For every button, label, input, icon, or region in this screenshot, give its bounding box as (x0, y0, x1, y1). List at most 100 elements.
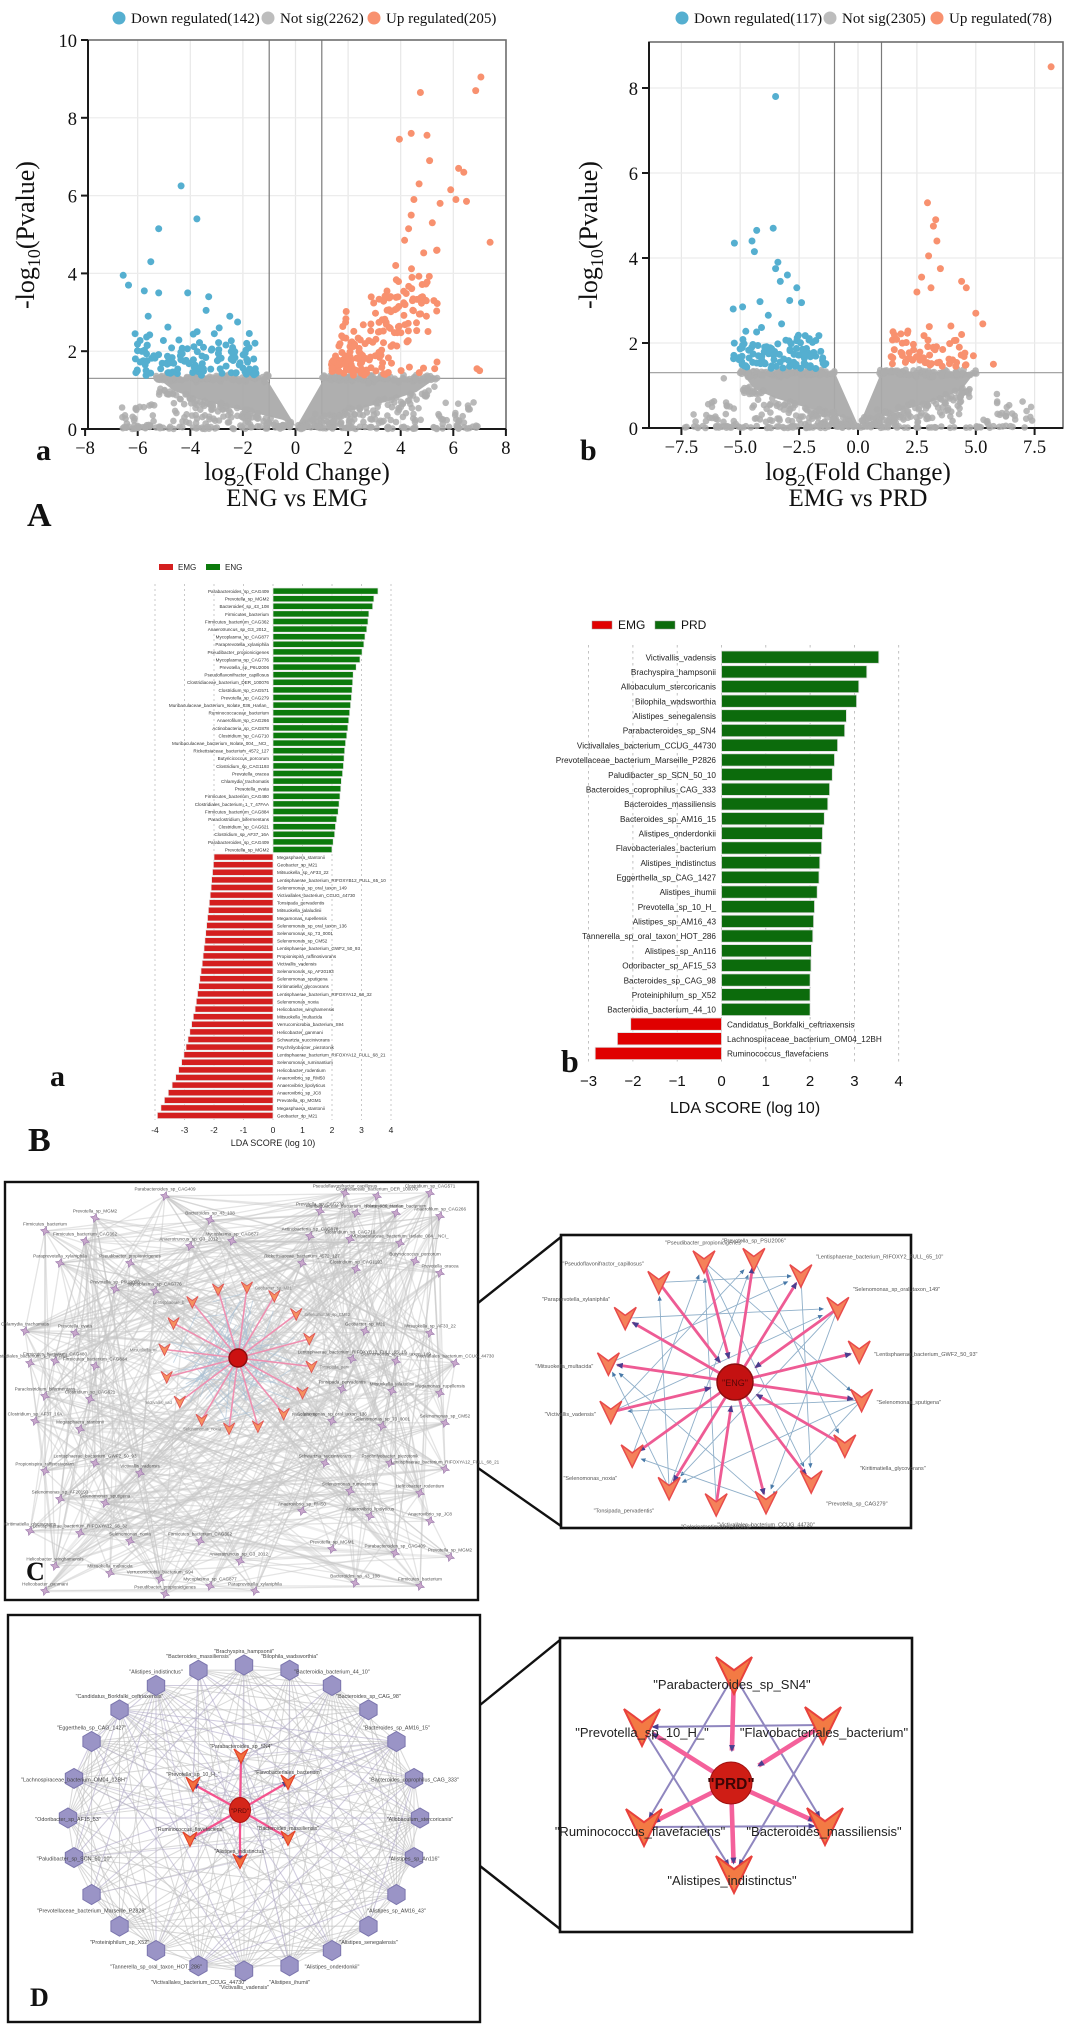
svg-text:-1: -1 (240, 1125, 248, 1135)
svg-text:log2(Fold Change): log2(Fold Change) (765, 459, 951, 490)
svg-text:LDA SCORE (log 10): LDA SCORE (log 10) (670, 1100, 820, 1117)
svg-text:Ruminococcus_flavefaciens: Ruminococcus_flavefaciens (727, 1050, 828, 1059)
svg-text:0: 0 (629, 420, 638, 440)
svg-text:Down regulated(142): Down regulated(142) (131, 11, 260, 27)
svg-text:b: b (580, 434, 597, 467)
svg-text:Not sig(2305): Not sig(2305) (842, 11, 926, 27)
svg-text:Pseudibacter_propionicigenes: Pseudibacter_propionicigenes (99, 1254, 161, 1259)
svg-text:Bacteroides_coprophilus_CAG_33: Bacteroides_coprophilus_CAG_333 (586, 785, 717, 794)
svg-text:Firmicutes_bacterium: Firmicutes_bacterium (23, 1222, 67, 1227)
svg-text:Bacteroides_massiliensis: Bacteroides_massiliensis (624, 800, 716, 809)
svg-text:"Allobaculum_stercoricanis": "Allobaculum_stercoricanis" (387, 1817, 454, 1823)
svg-text:Anaerotruncus_sp_G3_2012_: Anaerotruncus_sp_G3_2012_ (208, 627, 270, 632)
svg-text:Prevotella_sp_10_H_: Prevotella_sp_10_H_ (638, 903, 717, 912)
svg-text:Helicobacter_ganmani: Helicobacter_ganmani (22, 1582, 68, 1587)
svg-text:10: 10 (59, 32, 78, 52)
svg-text:Tonsipada_perv: Tonsipada_perv (320, 1365, 350, 1370)
svg-text:Parabacteroides_sp_CAG409: Parabacteroides_sp_CAG409 (208, 589, 269, 594)
svg-text:Prevotella_sp_P6U2006: Prevotella_sp_P6U2006 (219, 665, 269, 670)
svg-text:6: 6 (449, 439, 458, 459)
svg-text:Lentisphaerae_bacterium_RIFOXY: Lentisphaerae_bacterium_RIFOXYA12_68_32 (277, 992, 372, 997)
svg-text:"ENG": "ENG" (722, 1378, 748, 1388)
svg-text:Selenomonas_noxia: Selenomonas_noxia (109, 1532, 151, 1537)
svg-text:Anaerovibrio_sp_RM50: Anaerovibrio_sp_RM50 (278, 1502, 326, 1507)
svg-text:Helicobacter_ganmani: Helicobacter_ganmani (277, 1030, 323, 1035)
svg-text:Selenomonas_sp_AF20193: Selenomonas_sp_AF20193 (32, 1490, 89, 1495)
svg-text:b: b (561, 1043, 579, 1079)
svg-text:Megasphaera_stantonii: Megasphaera_stantonii (56, 1420, 104, 1425)
svg-text:Mycoplasma_sp_CAG877: Mycoplasma_sp_CAG877 (205, 1232, 259, 1237)
svg-text:Prevotella_oracea: Prevotella_oracea (421, 1264, 458, 1269)
svg-text:Selenomonas_ruminantium: Selenomonas_ruminantium (322, 1482, 378, 1487)
svg-text:a: a (50, 1060, 65, 1093)
svg-text:Clostridium_sp_CAG571: Clostridium_sp_CAG571 (405, 1184, 456, 1189)
svg-text:Flavobacteriales_bacterium: Flavobacteriales_bacterium (616, 844, 716, 853)
svg-text:Geobacter_sp_M21: Geobacter_sp_M21 (255, 1286, 292, 1291)
svg-text:7.5: 7.5 (1023, 438, 1046, 458)
svg-text:5.0: 5.0 (964, 438, 987, 458)
svg-text:Prevotellaceae_bacterium_Marse: Prevotellaceae_bacterium_Marseille_P2826 (556, 756, 717, 765)
svg-text:"Alistipes_ihumii": "Alistipes_ihumii" (269, 1980, 310, 1986)
svg-text:PRD: PRD (681, 618, 707, 632)
svg-text:Mycoplasma_sp_CAG877: Mycoplasma_sp_CAG877 (216, 635, 270, 640)
svg-text:Firmicutes_bacterium_CAG884: Firmicutes_bacterium_CAG884 (63, 1357, 128, 1362)
svg-text:Geobacter_sp_M21: Geobacter_sp_M21 (277, 863, 318, 868)
svg-text:Bacteroides_sp_CAG_98: Bacteroides_sp_CAG_98 (624, 976, 717, 985)
svg-text:Ruminococcaceae_bacterium: Ruminococcaceae_bacterium (208, 711, 269, 716)
svg-text:"Odoribacter_sp_AF15_53": "Odoribacter_sp_AF15_53" (35, 1817, 101, 1823)
svg-text:Clostridiales_bacterium_1_7_47: Clostridiales_bacterium_1_7_47FAA (0, 1354, 68, 1359)
svg-text:Selenomonas_noxia: Selenomonas_noxia (183, 1427, 222, 1432)
svg-text:"Paludibacter_sp_SCN_50_10": "Paludibacter_sp_SCN_50_10" (37, 1857, 112, 1863)
svg-text:Selenomonas_sp_CM52: Selenomonas_sp_CM52 (277, 939, 328, 944)
svg-text:Selenomonas_sp_oral_taxon_136: Selenomonas_sp_oral_taxon_136 (277, 923, 347, 928)
svg-text:"Bacteroides_coprophilus_CAG_3: "Bacteroides_coprophilus_CAG_333" (369, 1777, 459, 1783)
svg-text:"Bilophila_wadsworthia": "Bilophila_wadsworthia" (261, 1654, 318, 1660)
svg-text:-log10(Pvalue): -log10(Pvalue) (11, 161, 44, 309)
svg-text:"Alistipes_sp_AM16_43": "Alistipes_sp_AM16_43" (367, 1909, 426, 1915)
svg-text:"Mitsuokella_multacida": "Mitsuokella_multacida" (535, 1364, 593, 1370)
svg-text:3: 3 (359, 1125, 364, 1135)
svg-text:8: 8 (629, 80, 638, 100)
svg-text:Pseudoflavonifractor_capillosu: Pseudoflavonifractor_capillosus (313, 1184, 378, 1189)
svg-text:Prevotella_sp_CAG279: Prevotella_sp_CAG279 (221, 695, 269, 700)
svg-text:"Tonsipada_pervadentis": "Tonsipada_pervadentis" (594, 1508, 655, 1514)
svg-text:−4: −4 (180, 439, 200, 459)
svg-text:B: B (28, 1122, 51, 1159)
svg-text:"Alistipes_onderdonkii": "Alistipes_onderdonkii" (305, 1965, 360, 1971)
svg-text:−2: −2 (624, 1073, 641, 1090)
svg-text:−7.5: −7.5 (665, 438, 699, 458)
svg-text:2: 2 (343, 439, 352, 459)
svg-text:4: 4 (629, 250, 638, 270)
svg-text:2: 2 (806, 1073, 814, 1090)
svg-text:Geobacter_sp_M21: Geobacter_sp_M21 (345, 1322, 386, 1327)
svg-text:Propionispira_raffinosivorans: Propionispira_raffinosivorans (15, 1462, 75, 1467)
svg-text:Rickettsiaceae_bacterium_4572_: Rickettsiaceae_bacterium_4572_127 (264, 1254, 340, 1259)
svg-text:4: 4 (68, 265, 77, 285)
svg-text:Alistipes_senegalensis: Alistipes_senegalensis (633, 712, 716, 721)
svg-text:Parabacteroides_sp_CAG409: Parabacteroides_sp_CAG409 (364, 1544, 425, 1549)
svg-text:Clostridium_sp_CAG1193: Clostridium_sp_CAG1193 (330, 1260, 383, 1265)
svg-text:Firmicutes_bacterium_CAG362: Firmicutes_bacterium_CAG362 (168, 1532, 233, 1537)
svg-text:"Alistipes_indistinctus": "Alistipes_indistinctus" (667, 1873, 797, 1888)
svg-text:0: 0 (68, 421, 77, 441)
svg-text:Alistipes_ihumii: Alistipes_ihumii (660, 888, 717, 897)
svg-text:Victivallales_bacterium_CCUG_4: Victivallales_bacterium_CCUG_44730 (577, 741, 717, 750)
svg-text:Selenomonas_sp_AF20193: Selenomonas_sp_AF20193 (277, 969, 334, 974)
svg-text:Paraprevotella_xylaniphila: Paraprevotella_xylaniphila (33, 1254, 87, 1259)
svg-text:Mitsuokella_sp_AF33_22: Mitsuokella_sp_AF33_22 (277, 870, 329, 875)
svg-text:8: 8 (501, 439, 510, 459)
svg-text:Prevotella_sp_MGM2: Prevotella_sp_MGM2 (225, 847, 270, 852)
svg-text:"Victivallales_bacterium_CCUG_: "Victivallales_bacterium_CCUG_44730" (717, 1522, 814, 1528)
svg-text:Clostridiales_bacterium_1_7_47: Clostridiales_bacterium_1_7_47FAA (195, 802, 270, 807)
svg-text:Chlamydia_trachomatis: Chlamydia_trachomatis (1, 1322, 50, 1327)
svg-text:Paludibacter_sp_SCN_50_10: Paludibacter_sp_SCN_50_10 (608, 771, 716, 780)
svg-text:Mycoplasma_sp_CAG776: Mycoplasma_sp_CAG776 (216, 657, 270, 662)
svg-text:"Paraprevotella_xylaniphila": "Paraprevotella_xylaniphila" (542, 1297, 610, 1303)
svg-text:−8: −8 (75, 439, 95, 459)
svg-text:Prevotella_sp: Prevotella_sp (292, 1412, 318, 1417)
svg-text:"Victivallis_vadensis": "Victivallis_vadensis" (219, 1985, 269, 1991)
svg-text:Kiritimatiella_glycovorans: Kiritimatiella_glycovorans (277, 984, 330, 989)
svg-text:Pseudoflavonifractor_capillosu: Pseudoflavonifractor_capillosus (204, 673, 269, 678)
svg-text:Anaerovibrio_lipolyticus: Anaerovibrio_lipolyticus (277, 1083, 326, 1088)
svg-text:Bacteroides_sp_43_108: Bacteroides_sp_43_108 (185, 1211, 235, 1216)
